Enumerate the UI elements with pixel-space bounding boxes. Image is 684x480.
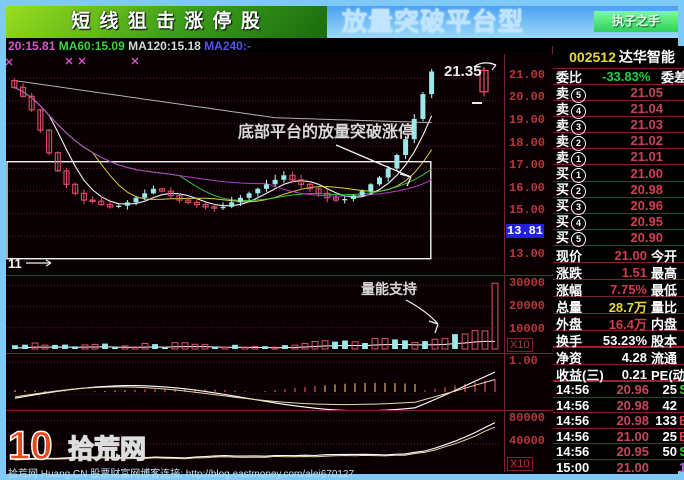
svg-text:量能支持: 量能支持: [361, 281, 417, 297]
svg-text:底部平台的放量突破涨停: 底部平台的放量突破涨停: [238, 122, 414, 141]
svg-text:11: 11: [8, 256, 22, 271]
